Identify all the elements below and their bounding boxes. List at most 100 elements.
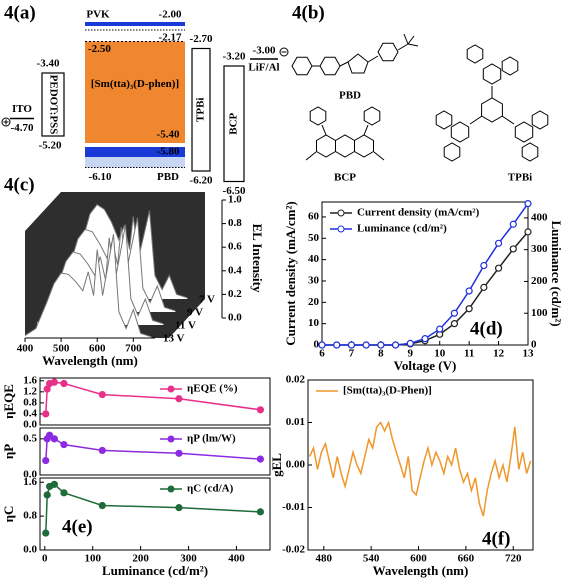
y-tick-label: 0.0 bbox=[23, 544, 37, 556]
label: -2.70 bbox=[190, 33, 213, 45]
label: -6.20 bbox=[190, 175, 213, 187]
series-line bbox=[308, 420, 532, 517]
layer-name: PEDOT:PSS bbox=[47, 75, 59, 135]
legend-label: ηP (lm/W) bbox=[187, 433, 236, 445]
legend-label: [Sm(tta)₃(D-Phen)] bbox=[343, 385, 432, 397]
z-tick-label: 0.4 bbox=[228, 264, 242, 276]
layer-name: TPBi bbox=[195, 98, 207, 122]
y-tick-label: 1.2 bbox=[23, 385, 37, 397]
layer-name: PVK bbox=[86, 9, 110, 21]
data-point bbox=[175, 504, 183, 512]
x-tick-label: 11 bbox=[464, 348, 474, 360]
data-point bbox=[60, 441, 68, 449]
data-point bbox=[524, 199, 532, 208]
data-point bbox=[450, 320, 459, 328]
molecule-bond bbox=[397, 43, 409, 51]
y-tick-label: 0.00 bbox=[286, 459, 306, 471]
molecule-bond bbox=[501, 115, 515, 125]
legend-marker bbox=[337, 209, 345, 217]
legend-marker bbox=[337, 225, 345, 233]
data-point bbox=[50, 480, 58, 488]
y-tick-label: 30 bbox=[308, 275, 320, 287]
x-tick-label: 9 bbox=[408, 348, 414, 360]
molecule-bond bbox=[367, 55, 379, 63]
molecule-bond bbox=[469, 115, 483, 125]
molecule-ring bbox=[435, 110, 453, 130]
data-point bbox=[362, 341, 370, 349]
data-point bbox=[377, 341, 385, 349]
energy-level-box bbox=[191, 47, 211, 172]
energy-band bbox=[85, 157, 185, 168]
molecule-bond bbox=[321, 124, 327, 136]
label: -6.50 bbox=[223, 185, 246, 197]
y-tick-label: 0.8 bbox=[23, 396, 37, 408]
x-tick-label: 700 bbox=[125, 343, 142, 355]
y-tick-label: 60 bbox=[308, 210, 320, 222]
molecule-name: TPBi bbox=[508, 172, 532, 184]
label: -5.80 bbox=[157, 146, 180, 158]
y-tick-label: 0.02 bbox=[286, 374, 306, 386]
curve-fill bbox=[25, 234, 152, 338]
molecule-ring bbox=[521, 142, 539, 162]
legend-label: Current density (mA/cm²) bbox=[357, 207, 480, 219]
axis-label: EL Intensity bbox=[250, 224, 265, 293]
panel-label: 4(b) bbox=[292, 2, 325, 23]
data-point bbox=[465, 305, 473, 313]
spectrum-line bbox=[60, 203, 188, 299]
data-point bbox=[175, 395, 183, 403]
data-point bbox=[175, 449, 183, 457]
axis-label: Wavelength (nm) bbox=[373, 563, 469, 578]
y-tick-label: 40 bbox=[308, 253, 320, 265]
label: -5.40 bbox=[157, 129, 180, 141]
x-tick-label: 6 bbox=[319, 348, 325, 360]
data-point bbox=[391, 341, 400, 349]
molecule-ring bbox=[481, 97, 503, 123]
molecule-ring bbox=[291, 56, 313, 76]
data-point bbox=[98, 501, 106, 510]
x-tick-label: 10 bbox=[434, 348, 446, 360]
data-point bbox=[45, 431, 54, 439]
z-tick-label: 0.6 bbox=[228, 241, 242, 253]
axis-label: gEL bbox=[269, 453, 284, 477]
panel-label: 4(f) bbox=[482, 528, 510, 549]
axis-label: Luminance (cd/m²) bbox=[549, 220, 563, 326]
x-tick-label: 100 bbox=[84, 553, 101, 565]
legend-marker bbox=[167, 385, 175, 393]
x-tick-label: 7 bbox=[349, 348, 355, 360]
y2-tick-label: 200 bbox=[531, 275, 548, 287]
data-point bbox=[509, 245, 517, 253]
y-tick-label: -0.02 bbox=[282, 544, 305, 556]
energy-level-box bbox=[41, 72, 65, 137]
data-point bbox=[318, 341, 326, 349]
x-tick-label: 400 bbox=[17, 343, 34, 355]
data-point bbox=[42, 456, 50, 465]
data-point bbox=[494, 264, 503, 272]
data-point bbox=[333, 341, 341, 349]
data-point bbox=[494, 239, 503, 247]
layer-name: ITO bbox=[12, 103, 32, 115]
y2-tick-label: 300 bbox=[531, 243, 548, 255]
x-tick-label: 540 bbox=[363, 553, 380, 565]
molecule-ring bbox=[450, 121, 470, 143]
data-point bbox=[256, 455, 265, 463]
layer-name: BCP bbox=[228, 112, 240, 134]
data-point bbox=[60, 489, 68, 497]
legend-marker bbox=[167, 485, 175, 493]
y2-tick-label: 400 bbox=[531, 211, 548, 223]
y-tick-label: 0 bbox=[314, 339, 320, 351]
series-label: 9 V bbox=[187, 307, 203, 319]
x-tick-label: 600 bbox=[89, 343, 106, 355]
data-point bbox=[436, 325, 444, 333]
data-point bbox=[60, 379, 68, 388]
molecule-ring bbox=[309, 106, 327, 126]
molecule-bond bbox=[339, 61, 349, 67]
molecule-bond bbox=[305, 151, 317, 161]
axis-label: Wavelength (nm) bbox=[42, 353, 138, 368]
data-point bbox=[480, 283, 488, 291]
label: -2.50 bbox=[88, 43, 111, 55]
x-tick-label: 300 bbox=[180, 553, 197, 565]
z-tick-label: 0.2 bbox=[228, 288, 242, 300]
panel-label: 4(c) bbox=[4, 174, 35, 195]
data-point bbox=[42, 529, 50, 537]
